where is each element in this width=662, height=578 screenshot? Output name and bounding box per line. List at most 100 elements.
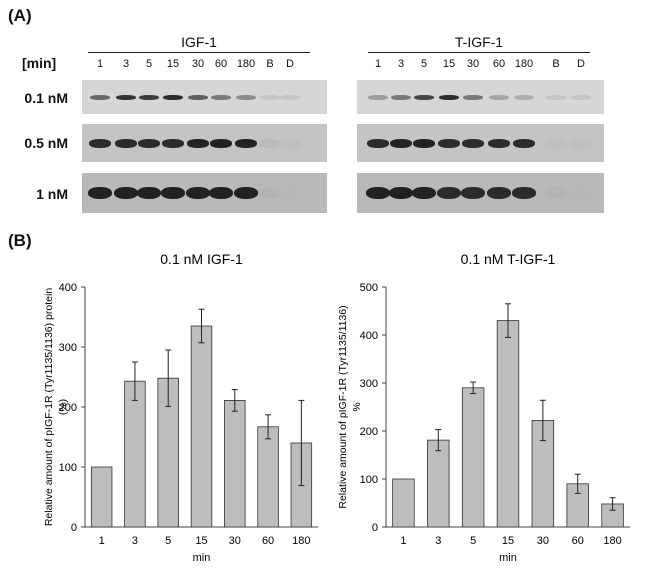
y-tick-label: 0	[71, 522, 77, 534]
lane-label: B	[552, 58, 560, 70]
blot-band	[463, 94, 483, 100]
blot-band	[368, 94, 388, 100]
row-label-0-1nm: 0.1 nM	[24, 90, 68, 106]
bar	[461, 387, 485, 528]
y-tick-label: 300	[59, 342, 77, 354]
blot-band	[259, 138, 281, 148]
x-axis-label: min	[193, 552, 211, 564]
time-header: [min]	[22, 55, 57, 71]
panel-b-label: (B)	[8, 231, 32, 250]
blot-band	[161, 187, 185, 199]
chart-title: 0.1 nM IGF-1	[160, 251, 243, 267]
x-tick-label: 60	[572, 535, 584, 547]
blot-band	[188, 94, 208, 100]
blot-band	[437, 187, 461, 199]
lane-label: 15	[442, 58, 456, 70]
blot-band	[162, 138, 184, 148]
y-axis-label: Relative amount of pIGF-1R (Tyr1135/1136…	[337, 305, 363, 508]
blot-band	[258, 187, 282, 199]
blot-band	[235, 138, 257, 148]
blot-band	[90, 94, 110, 100]
blot-band	[569, 187, 593, 199]
blot-band	[514, 94, 534, 100]
x-tick-label: 1	[400, 535, 406, 547]
lane-label: 30	[191, 58, 205, 70]
lane-label: D	[577, 58, 585, 70]
lane-label: 30	[466, 58, 480, 70]
y-tick-label: 400	[360, 330, 378, 342]
blot-band	[88, 187, 112, 199]
lane-label: 5	[145, 58, 153, 70]
blot-band	[545, 138, 567, 148]
x-tick-label: 180	[603, 535, 621, 547]
blot-band	[366, 187, 390, 199]
group-underline-tigf1	[368, 52, 590, 53]
blot-band	[367, 138, 389, 148]
blot-band	[114, 187, 138, 199]
blot-band	[279, 138, 301, 148]
blot-band	[89, 138, 111, 148]
blot-band	[544, 187, 568, 199]
chart-igf1: 0.1 nM IGF-1 0 100 200 300 400 1 3 5 15 30 60 180 min…	[43, 251, 318, 564]
x-tick-label: 15	[502, 535, 514, 547]
lane-label: 3	[397, 58, 405, 70]
blot-band	[187, 138, 209, 148]
lane-label: 1	[96, 58, 104, 70]
x-tick-label: 3	[132, 535, 138, 547]
x-tick-label: 60	[262, 535, 274, 547]
y-tick-label: 0	[372, 522, 378, 534]
group-title-igf1: IGF-1	[181, 34, 217, 50]
lane-label: 60	[214, 58, 228, 70]
blot-band	[389, 187, 413, 199]
blot-band	[414, 94, 434, 100]
x-tick-label: 30	[537, 535, 549, 547]
blot-band	[489, 94, 509, 100]
bar	[190, 325, 213, 528]
blot-band	[461, 187, 485, 199]
x-tick-label: 180	[292, 535, 310, 547]
y-tick-label: 300	[360, 378, 378, 390]
blot-strip	[357, 124, 604, 162]
blot-band	[211, 94, 231, 100]
blot-strip	[357, 173, 604, 213]
blot-band	[571, 94, 591, 100]
y-axis-label: Relative amount of pIGF-1R (Tyr1135/1136…	[43, 288, 69, 526]
blot-band	[115, 138, 137, 148]
x-tick-label: 1	[99, 535, 105, 547]
blot-band	[439, 94, 459, 100]
bar	[224, 399, 246, 528]
blot-band	[116, 94, 136, 100]
chart-title: 0.1 nM T-IGF-1	[461, 251, 556, 267]
y-tick-label: 100	[59, 462, 77, 474]
blot-band	[391, 94, 411, 100]
blot-band	[139, 94, 159, 100]
x-axis-label: min	[499, 552, 517, 564]
blot-band	[234, 187, 258, 199]
lane-label: B	[266, 58, 274, 70]
blot-band	[209, 187, 233, 199]
blot-band	[512, 187, 536, 199]
blot-band	[513, 138, 535, 148]
blot-band	[163, 94, 183, 100]
x-tick-label: 5	[470, 535, 476, 547]
bar	[90, 466, 113, 528]
y-tick-label: 400	[59, 282, 77, 294]
blot-band	[570, 138, 592, 148]
blot-strip	[357, 80, 604, 114]
blot-band	[236, 94, 256, 100]
x-tick-label: 3	[435, 535, 441, 547]
lane-label: 3	[122, 58, 130, 70]
blot-band	[488, 138, 510, 148]
blot-band	[137, 187, 161, 199]
blot-band	[487, 187, 511, 199]
row-label-0-5nm: 0.5 nM	[24, 135, 68, 151]
y-tick-label: 200	[59, 402, 77, 414]
blot-band	[462, 138, 484, 148]
lane-label: D	[286, 58, 294, 70]
x-tick-label: 15	[195, 535, 207, 547]
lane-label: 15	[166, 58, 180, 70]
blot-band	[186, 187, 210, 199]
bar	[392, 478, 415, 528]
bar	[257, 426, 279, 528]
x-tick-label: 5	[165, 535, 171, 547]
